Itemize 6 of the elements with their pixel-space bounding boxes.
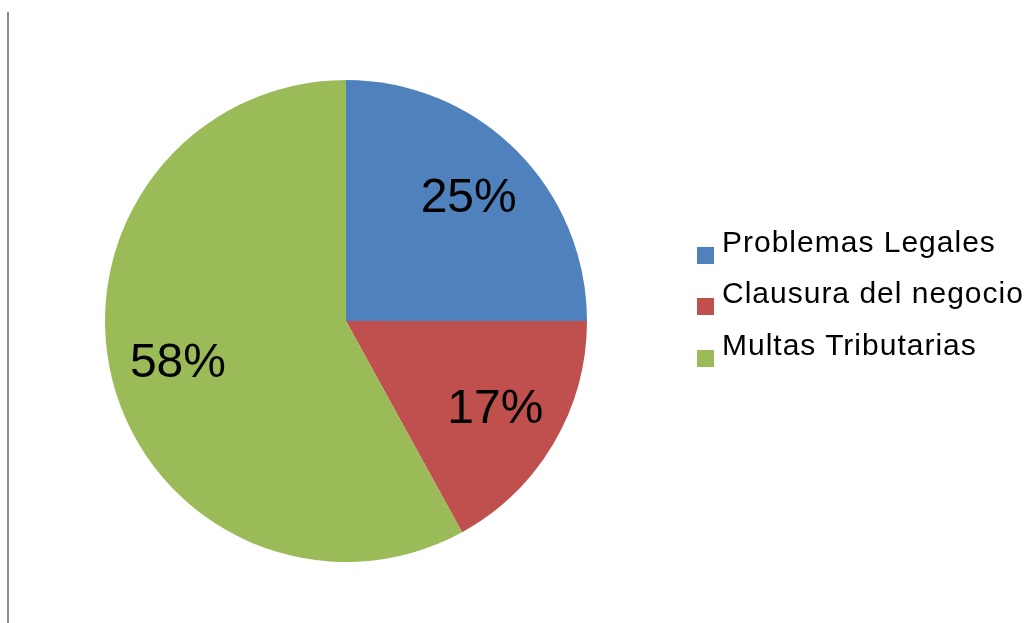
data-label: 58% [129, 334, 226, 388]
legend-label: Clausura del negocio [722, 276, 1024, 311]
data-label: 17% [447, 379, 544, 433]
data-label: 25% [420, 168, 517, 222]
legend-label: Multas Tributarias [722, 327, 977, 362]
legend-label: Problemas Legales [722, 225, 996, 259]
